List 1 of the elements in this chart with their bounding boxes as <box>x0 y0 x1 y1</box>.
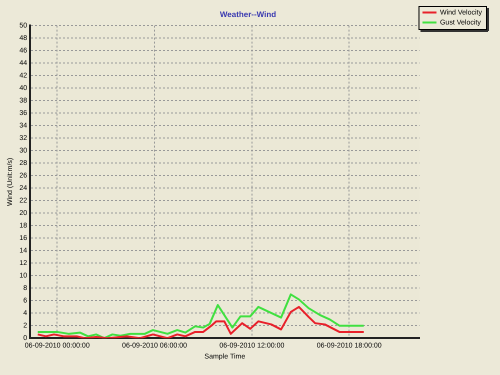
chart-title: Weather--Wind <box>220 10 276 20</box>
